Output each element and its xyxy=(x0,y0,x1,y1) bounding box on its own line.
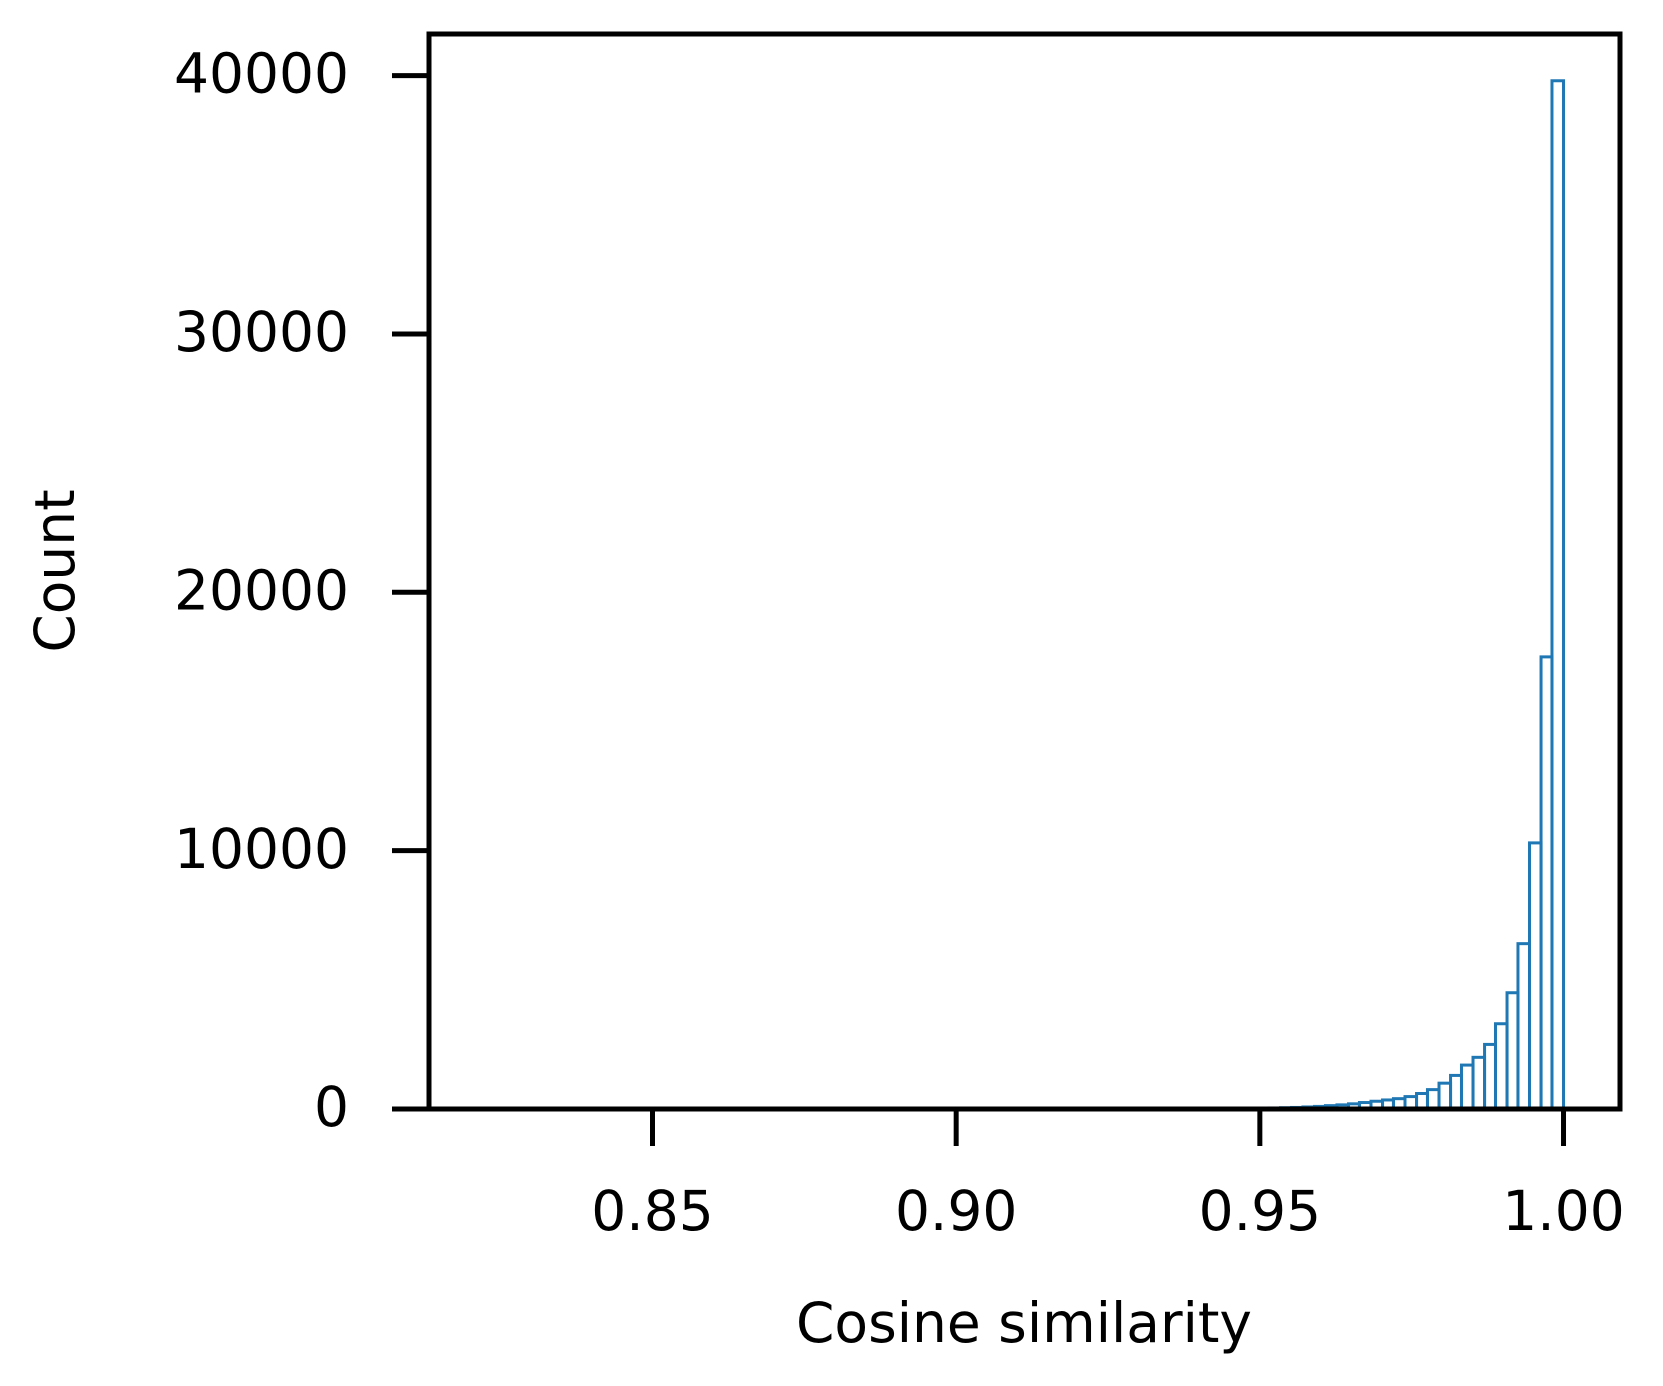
histogram-bar xyxy=(1459,1063,1475,1111)
histogram-bar xyxy=(1516,942,1532,1111)
histogram-bar xyxy=(1550,79,1566,1111)
y-tick-label: 30000 xyxy=(174,300,349,364)
histogram-bar xyxy=(1493,1022,1509,1111)
x-tick-label: 1.00 xyxy=(1502,1179,1624,1243)
x-tick-label: 0.90 xyxy=(895,1179,1017,1243)
y-tick-label: 20000 xyxy=(174,558,349,622)
histogram-bar xyxy=(1505,991,1520,1111)
histogram-bar xyxy=(1437,1081,1453,1111)
histogram-bar xyxy=(1539,655,1554,1111)
histogram-bar xyxy=(1425,1088,1441,1111)
histogram-bar xyxy=(1471,1055,1487,1111)
y-tick-label: 10000 xyxy=(174,817,349,881)
histogram-bar xyxy=(1528,841,1543,1111)
plot-frame xyxy=(426,31,1623,1112)
histogram-bar xyxy=(1449,1073,1463,1111)
y-tick-label: 0 xyxy=(314,1075,349,1139)
x-tick-label: 0.95 xyxy=(1199,1179,1321,1243)
y-axis-label: Count xyxy=(23,489,87,652)
histogram-bar xyxy=(1483,1042,1497,1111)
y-tick-label: 40000 xyxy=(174,42,349,106)
x-axis-label: Cosine similarity xyxy=(796,1291,1252,1355)
x-tick-label: 0.85 xyxy=(591,1179,713,1243)
